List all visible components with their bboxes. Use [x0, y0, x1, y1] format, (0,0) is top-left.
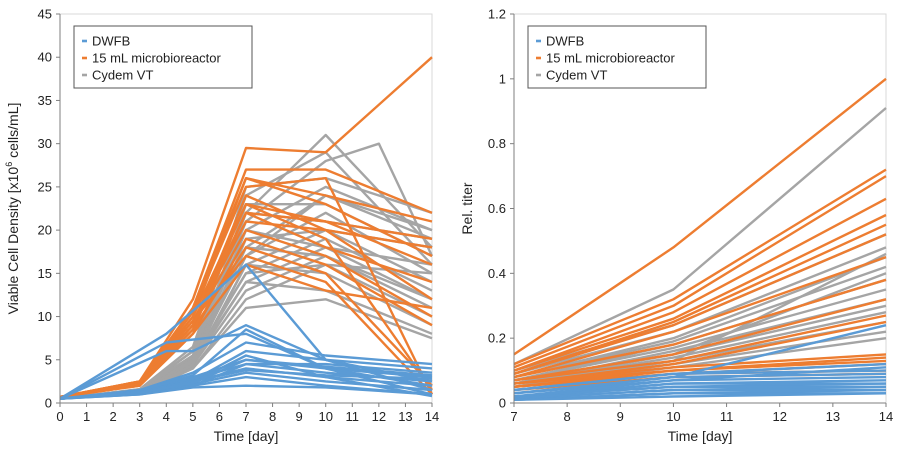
legend: DWFB 15 mL microbioreactor Cydem VT [527, 25, 707, 89]
x-tick-label: 3 [136, 409, 143, 424]
series-line-dwfb-53 [59, 324, 433, 400]
legend: DWFB 15 mL microbioreactor Cydem VT [73, 25, 253, 89]
y-tick-label: 40 [38, 50, 52, 65]
x-tick-label: 12 [372, 409, 386, 424]
x-axis-title: Time [day] [214, 428, 279, 444]
series-line-dwfb-51 [59, 263, 433, 400]
x-tick-label: 0 [56, 409, 63, 424]
series-line-dwfb-50 [59, 358, 433, 400]
series-line-dwfb-47 [513, 362, 887, 392]
legend-label: 15 mL microbioreactor [92, 51, 222, 66]
series-line-dwfb-45 [513, 324, 887, 395]
x-tick-label: 8 [269, 409, 276, 424]
series-line-15-ml-microbioreactor-36 [59, 211, 433, 399]
y-tick-label: 0.4 [488, 266, 506, 281]
x-tick-label: 7 [510, 409, 517, 424]
y-tick-label: 25 [38, 179, 52, 194]
series-line-cydem-vt-16 [59, 298, 433, 400]
y-tick-label: 45 [38, 7, 52, 22]
series-line-15-ml-microbioreactor-37 [59, 263, 433, 399]
series-lines [513, 77, 887, 401]
y-tick-label: 1.2 [488, 7, 506, 22]
x-tick-label: 1 [83, 409, 90, 424]
x-tick-label: 13 [398, 409, 412, 424]
x-tick-label: 4 [163, 409, 170, 424]
legend-box [527, 25, 707, 89]
y-tick-label: 0 [499, 396, 506, 411]
series-line-15-ml-microbioreactor-23 [513, 278, 887, 379]
legend-box [73, 25, 253, 89]
series-line-15-ml-microbioreactor-22 [59, 56, 433, 399]
y-tick-label: 10 [38, 309, 52, 324]
y-tick-label: 1 [499, 71, 506, 86]
series-lines [59, 56, 434, 400]
x-tick-label: 10 [666, 409, 680, 424]
series-line-15-ml-microbioreactor-35 [59, 176, 433, 399]
y-tick-label: 0.8 [488, 136, 506, 151]
series-line-15-ml-microbioreactor-17 [513, 175, 887, 369]
left-chart-vcd: 0 1 2 3 4 5 6 7 8 9 10 11 12 13 14051015202530354045Ti… [4, 7, 439, 445]
series-line-15-ml-microbioreactor-15 [513, 77, 887, 356]
y-tick-label: 15 [38, 266, 52, 281]
x-tick-label: 13 [826, 409, 840, 424]
x-tick-label: 5 [189, 409, 196, 424]
x-tick-label: 9 [296, 409, 303, 424]
x-tick-label: 8 [564, 409, 571, 424]
series-line-cydem-vt-6 [513, 288, 887, 382]
series-line-cydem-vt-0 [513, 107, 887, 366]
series-line-15-ml-microbioreactor-25 [513, 314, 887, 382]
series-line-15-ml-microbioreactor-19 [513, 213, 887, 372]
y-tick-label: 30 [38, 136, 52, 151]
x-tick-label: 2 [110, 409, 117, 424]
x-axis-title: Time [day] [668, 428, 733, 444]
series-line-15-ml-microbioreactor-16 [513, 168, 887, 366]
x-tick-label: 9 [617, 409, 624, 424]
series-line-15-ml-microbioreactor-22 [513, 255, 887, 379]
x-tick-label: 14 [425, 409, 439, 424]
series-line-15-ml-microbioreactor-24 [513, 298, 887, 382]
x-tick-label: 12 [772, 409, 786, 424]
x-tick-label: 14 [879, 409, 893, 424]
y-tick-label: 0.6 [488, 201, 506, 216]
series-line-15-ml-microbioreactor-25 [59, 194, 433, 399]
legend-label: Cydem VT [92, 68, 153, 83]
series-line-dwfb-46 [513, 366, 887, 398]
y-tick-label: 0.2 [488, 331, 506, 346]
series-line-dwfb-52 [59, 332, 433, 400]
right-chart-titer: 7 8 9 10 11 12 13 14 0 0.2 0.4 0.6 0.8 1 1.2 Time [day]… [459, 7, 893, 445]
y-tick-label: 35 [38, 93, 52, 108]
y-axis-title: Viable Cell Density [x106 cells/mL] [4, 103, 21, 315]
y-tick-label: 5 [45, 352, 52, 367]
y-tick-label: 20 [38, 223, 52, 238]
x-tick-label: 11 [346, 409, 360, 424]
legend-label: Cydem VT [546, 68, 607, 83]
legend-label: 15 mL microbioreactor [546, 51, 676, 66]
x-tick-label: 7 [242, 409, 249, 424]
legend-label: DWFB [92, 34, 130, 49]
y-axis-title: Rel. titer [459, 182, 475, 234]
y-tick-label: 0 [45, 396, 52, 411]
legend-label: DWFB [546, 34, 584, 49]
series-line-15-ml-microbioreactor-18 [513, 197, 887, 372]
x-tick-label: 10 [318, 409, 332, 424]
series-line-15-ml-microbioreactor-21 [513, 233, 887, 375]
series-line-dwfb-44 [513, 392, 887, 401]
x-tick-label: 6 [216, 409, 223, 424]
series-line-dwfb-48 [59, 384, 433, 400]
x-tick-label: 11 [720, 409, 734, 424]
